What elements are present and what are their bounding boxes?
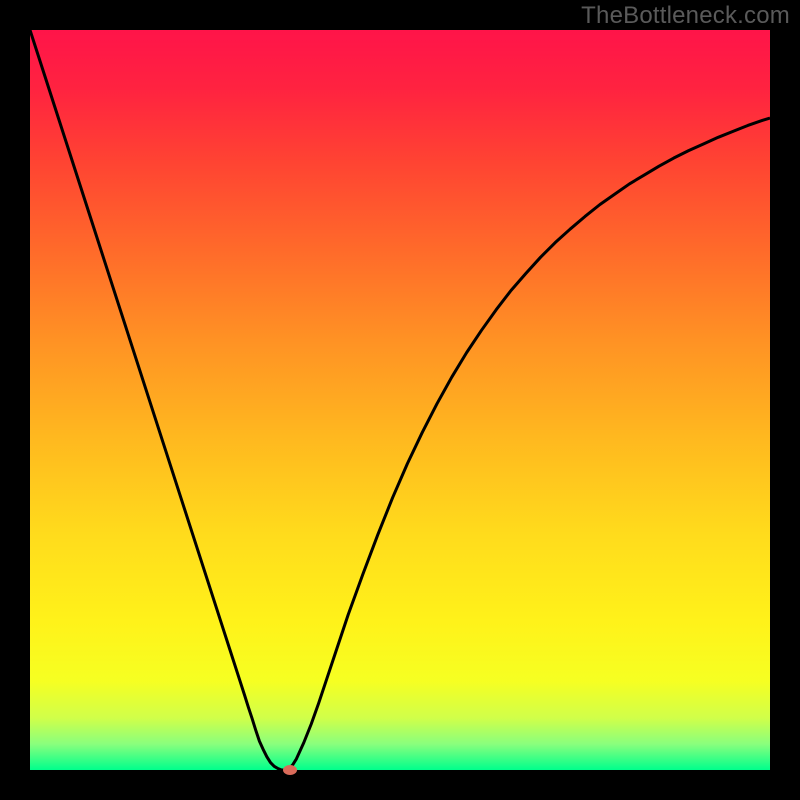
bottleneck-curve [30, 30, 770, 770]
optimal-point-marker [283, 765, 297, 775]
watermark-text: TheBottleneck.com [581, 0, 790, 31]
plot-area [30, 30, 770, 770]
